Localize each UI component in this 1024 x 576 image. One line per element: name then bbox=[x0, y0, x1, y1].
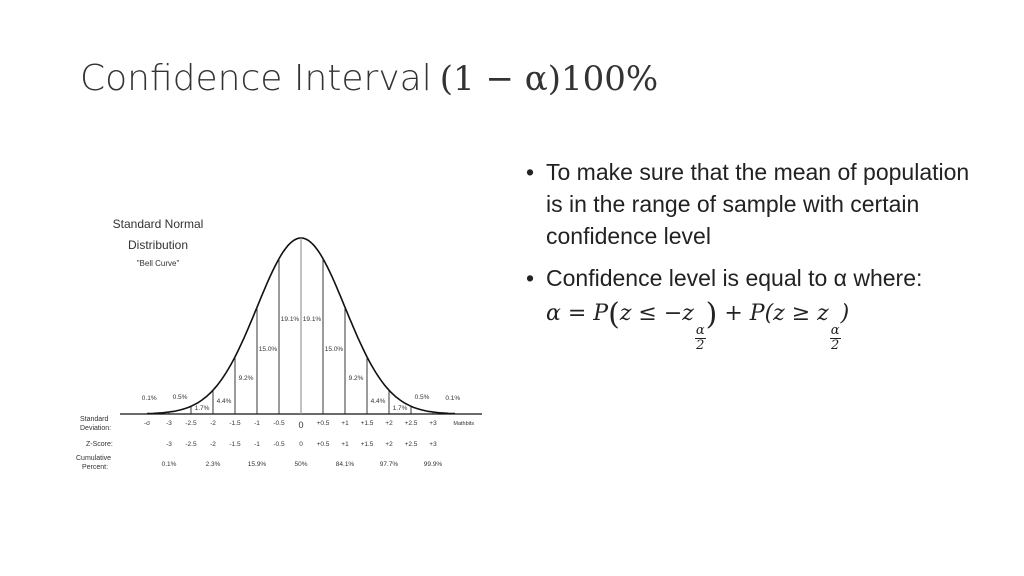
bell-curve-svg: Standard Normal Distribution "Bell Curve… bbox=[76, 217, 482, 471]
bullet-1-text: To make sure that the mean of population… bbox=[546, 159, 970, 249]
z-score-tick: +3 bbox=[429, 441, 437, 448]
std-dev-tick: +0.5 bbox=[317, 420, 330, 427]
area-label: 4.4% bbox=[217, 398, 232, 405]
title-text: Confidence Interval bbox=[80, 58, 432, 99]
cumulative-tick: 99.9% bbox=[424, 461, 443, 468]
z-score-tick: -3 bbox=[166, 441, 172, 448]
std-dev-tick: -1 bbox=[254, 420, 260, 427]
area-label: 15.0% bbox=[259, 346, 278, 353]
std-dev-tick: -3 bbox=[166, 420, 172, 427]
std-dev-tick: -1.5 bbox=[229, 420, 241, 427]
cumulative-tick: 50% bbox=[294, 461, 307, 468]
row-label-cum-1: Cumulative bbox=[76, 455, 111, 462]
formula-close: ) bbox=[840, 301, 850, 326]
slide-title: Confidence Interval (1 − α)100% bbox=[80, 58, 658, 99]
cumulative-tick: 2.3% bbox=[206, 461, 221, 468]
area-label: 19.1% bbox=[281, 316, 300, 323]
title-math: (1 − α)100% bbox=[439, 59, 659, 99]
z-score-tick: -1.5 bbox=[229, 441, 241, 448]
z-score-tick: +2.5 bbox=[405, 441, 418, 448]
std-dev-tick: -σ bbox=[144, 420, 150, 427]
std-dev-tick: +1 bbox=[341, 420, 349, 427]
z-score-tick: +0.5 bbox=[317, 441, 330, 448]
row-label-std-1: Standard bbox=[80, 416, 109, 423]
section-lines bbox=[168, 238, 434, 414]
std-dev-ticks: -σ -3 -2.5 -2 -1.5 -1 -0.5 0 +0.5 +1 +1.5 +2 +2.5 +3 M… bbox=[144, 420, 475, 430]
area-label: 4.4% bbox=[371, 398, 386, 405]
z-score-ticks: -3 -2.5 -2 -1.5 -1 -0.5 0 +0.5 +1 +1.5 +2 +2.5 +3 bbox=[166, 441, 437, 448]
std-dev-tick: +2 bbox=[385, 420, 393, 427]
figure-heading-3: "Bell Curve" bbox=[137, 259, 180, 268]
z-score-tick: +2 bbox=[385, 441, 393, 448]
area-label: 0.5% bbox=[415, 394, 430, 401]
bullet-list: • To make sure that the mean of populati… bbox=[522, 156, 992, 363]
z-score-tick: 0 bbox=[299, 441, 303, 448]
row-label-cum-2: Percent: bbox=[82, 464, 108, 471]
bullet-2: • Confidence level is equal to α where: … bbox=[522, 262, 992, 353]
cumulative-tick: 15.9% bbox=[248, 461, 267, 468]
cumulative-tick: 97.7% bbox=[380, 461, 399, 468]
z-score-tick: -2.5 bbox=[185, 441, 197, 448]
cumulative-tick: 0.1% bbox=[162, 461, 177, 468]
area-label: 1.7% bbox=[393, 405, 408, 412]
area-labels: 0.1% 0.5% 1.7% 4.4% 9.2% 15.0% 19.1% 19.1% 15.0%… bbox=[142, 316, 461, 412]
area-label: 19.1% bbox=[303, 316, 322, 323]
z-score-tick: -1 bbox=[254, 441, 260, 448]
formula: α = P(z ≤ −z α 2) + P(z ≥ z α 2) bbox=[546, 297, 850, 353]
std-dev-tick: +3 bbox=[429, 420, 437, 427]
z-score-tick: -0.5 bbox=[273, 441, 285, 448]
area-label: 0.1% bbox=[445, 395, 460, 402]
row-label-std-2: Deviation: bbox=[80, 425, 111, 432]
std-dev-tick: +1.5 bbox=[361, 420, 374, 427]
std-dev-tick: 0 bbox=[298, 420, 303, 430]
area-label: 0.1% bbox=[142, 395, 157, 402]
formula-lhs: α = P bbox=[546, 301, 609, 326]
formula-term1: z ≤ −z bbox=[619, 301, 694, 326]
z-score-tick: -2 bbox=[210, 441, 216, 448]
area-label: 1.7% bbox=[195, 405, 210, 412]
z-score-tick: +1.5 bbox=[361, 441, 374, 448]
bullet-1: • To make sure that the mean of populati… bbox=[526, 159, 970, 249]
cumulative-ticks: 0.1% 2.3% 15.9% 50% 84.1% 97.7% 99.9% bbox=[162, 461, 443, 468]
figure-heading-1: Standard Normal bbox=[113, 217, 204, 231]
area-label: 0.5% bbox=[173, 394, 188, 401]
bell-curve-figure: Standard Normal Distribution "Bell Curve… bbox=[72, 208, 502, 478]
area-label: 15.0% bbox=[325, 346, 344, 353]
area-label: 9.2% bbox=[239, 375, 254, 382]
cumulative-tick: 84.1% bbox=[336, 461, 355, 468]
formula-term2: + P(z ≥ z bbox=[717, 301, 829, 326]
area-label: 9.2% bbox=[349, 375, 364, 382]
bullet-2-text: Confidence level is equal to α where: bbox=[546, 265, 923, 291]
row-label-z: Z-Score: bbox=[86, 441, 113, 448]
figure-heading-2: Distribution bbox=[128, 238, 188, 252]
std-dev-tick: -2 bbox=[210, 420, 216, 427]
z-score-tick: +1 bbox=[341, 441, 349, 448]
std-dev-tick: -0.5 bbox=[273, 420, 285, 427]
std-dev-tick: -2.5 bbox=[185, 420, 197, 427]
std-dev-tick: +2.5 bbox=[405, 420, 418, 427]
std-dev-tick: Mathbits bbox=[453, 421, 474, 427]
